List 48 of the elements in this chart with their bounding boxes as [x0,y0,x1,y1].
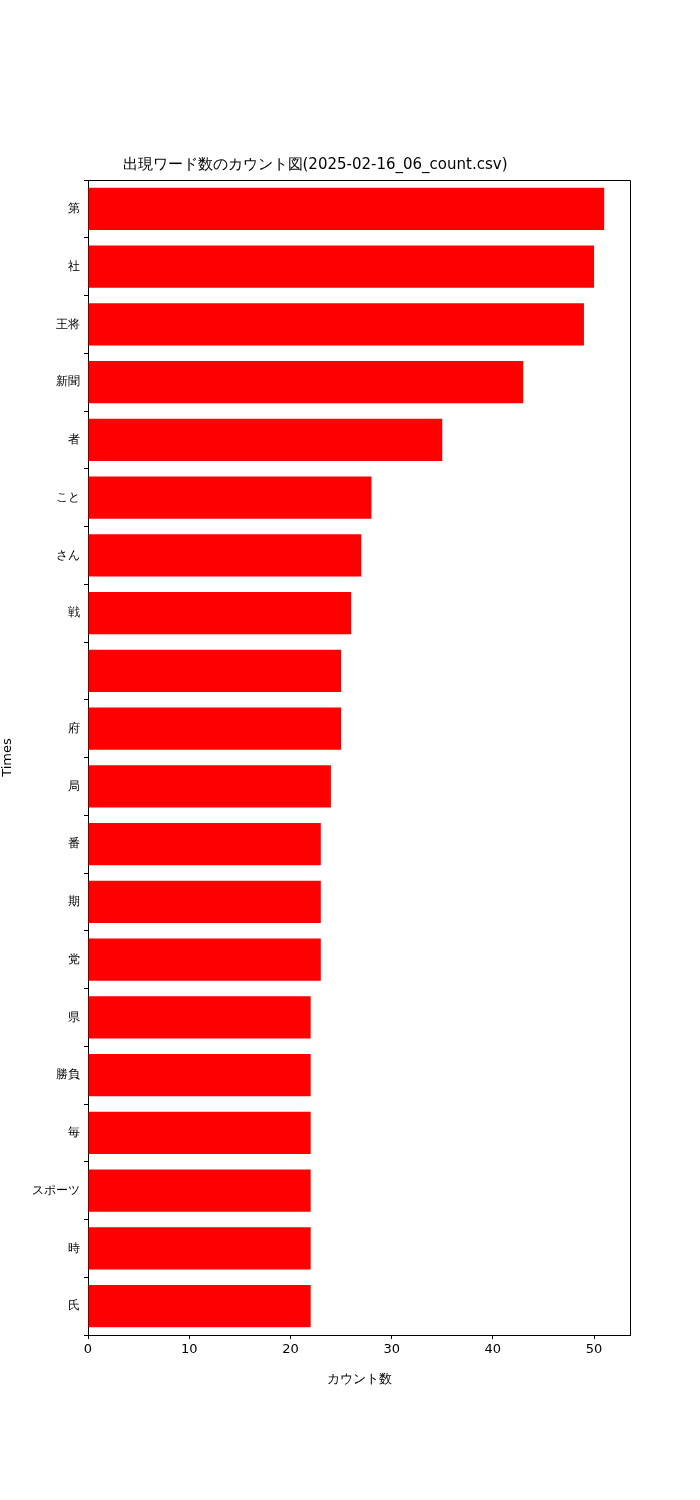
bar [88,823,321,866]
bar [88,880,321,923]
y-tick-label: 毎 [68,1125,80,1139]
bar [88,649,342,692]
y-tick-label: 党 [68,951,80,966]
y-tick-label: 新聞 [56,374,80,389]
y-tick-label: 第 [68,201,80,215]
y-tick-label: 府 [68,720,80,735]
y-tick-label: 番 [68,836,80,851]
bar [88,476,372,519]
y-tick-label: 勝負 [56,1067,80,1082]
bar [88,534,362,577]
y-tick-label: 戦 [68,605,80,620]
bar [88,1227,311,1270]
y-tick-label: 時 [68,1240,80,1255]
y-tick-label: こと [56,489,80,504]
y-tick-label: 氏 [68,1298,80,1313]
y-tick-label: 局 [68,778,80,793]
y-tick-label: 期 [68,894,80,908]
bar [88,707,342,750]
bar [88,765,331,808]
bar [88,1169,311,1212]
bar [88,361,524,404]
x-axis-title: カウント数 [326,1370,392,1386]
y-tick-label: さん [56,547,80,562]
x-tick-label: 10 [180,1341,198,1357]
bar [88,938,321,981]
y-tick-label: スポーツ [32,1182,80,1197]
y-tick-label: 社 [68,258,80,273]
x-tick-label: 50 [585,1341,603,1357]
x-tick-label: 40 [484,1341,502,1357]
bar [88,1054,311,1097]
bar [88,418,443,461]
bar [88,1111,311,1154]
y-axis-title: Times [0,737,15,778]
bar [88,303,584,346]
x-tick-label: 0 [83,1341,93,1357]
bar [88,1285,311,1328]
bar [88,592,352,635]
y-tick-label: 王将 [56,316,80,331]
y-tick-label: 者 [68,432,80,446]
chart-title: 出現ワード数のカウント図(2025-02-16_06_count.csv) [122,154,508,174]
bar [88,187,605,230]
bar [88,245,595,288]
bar [88,996,311,1039]
y-tick-label: 県 [68,1009,80,1024]
x-tick-label: 20 [282,1341,299,1357]
x-tick-label: 30 [383,1341,400,1357]
